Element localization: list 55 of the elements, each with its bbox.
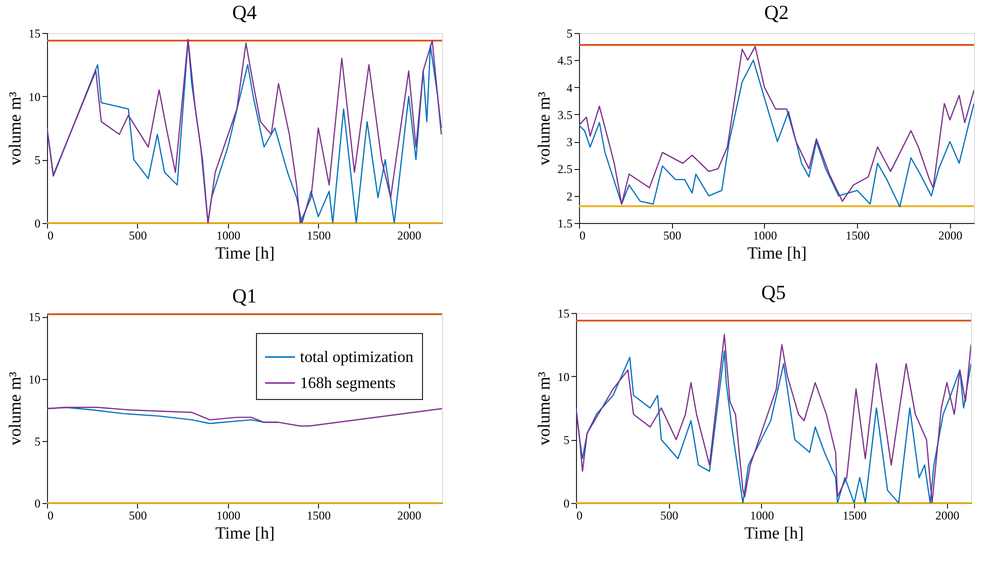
x-tick-label: 0 (48, 508, 54, 522)
y-tick-label: 10 (558, 370, 570, 384)
x-tick-label: 1500 (842, 508, 867, 522)
x-tick-label: 2000 (935, 508, 960, 522)
y-axis-title: volume m³ (534, 92, 554, 166)
x-tick-label: 500 (128, 228, 147, 242)
line-series (47, 406, 442, 427)
x-tick-label: 2000 (938, 228, 962, 242)
y-tick-label: 5 (34, 434, 40, 448)
y-tick-label: 5 (564, 433, 570, 448)
y-tick-label: 3 (566, 135, 572, 150)
legend-label: total optimization (300, 349, 414, 366)
y-tick-label: 1.5 (558, 216, 572, 230)
y-axis-title: volume m³ (534, 372, 554, 446)
x-tick-label: 1500 (846, 228, 870, 242)
x-tick-label: 500 (660, 508, 678, 522)
chart-title: Q5 (761, 282, 786, 304)
legend-label: 168h segments (300, 375, 396, 392)
y-tick-label: 10 (28, 372, 40, 386)
y-tick-label: 4 (566, 80, 572, 95)
y-tick-label: 4.5 (558, 54, 572, 68)
x-tick-label: 1000 (750, 508, 774, 522)
x-tick-label: 500 (128, 508, 147, 522)
y-tick-label: 10 (28, 90, 40, 104)
x-axis-title: Time [h] (215, 524, 275, 542)
x-tick-label: 1500 (306, 228, 331, 242)
y-tick-label: 5 (566, 26, 572, 40)
chart-title: Q2 (764, 2, 789, 24)
y-tick-label: 0 (34, 496, 40, 510)
x-tick-label: 1000 (216, 508, 240, 522)
x-axis-title: Time [h] (747, 244, 807, 262)
x-tick-label: 2000 (397, 228, 422, 242)
y-axis-title: volume m³ (6, 92, 24, 166)
y-axis-title: volume m³ (6, 372, 24, 446)
x-axis-title: Time [h] (744, 524, 804, 542)
x-tick-label: 0 (576, 508, 582, 522)
x-tick-label: 500 (663, 228, 682, 242)
x-tick-label: 1500 (306, 508, 331, 522)
x-tick-label: 1000 (216, 228, 240, 242)
y-tick-label: 15 (558, 306, 570, 320)
y-tick-label: 2.5 (558, 162, 572, 176)
chart-title: Q4 (232, 2, 257, 24)
x-tick-label: 0 (48, 228, 54, 242)
x-tick-label: 0 (580, 228, 586, 242)
x-tick-label: 2000 (397, 508, 422, 522)
x-axis-title: Time [h] (215, 244, 275, 262)
y-tick-label: 0 (34, 216, 40, 230)
y-tick-label: 15 (28, 26, 40, 40)
y-tick-label: 3.5 (558, 108, 572, 122)
y-tick-label: 0 (564, 496, 570, 510)
y-tick-label: 15 (28, 310, 40, 324)
chart-title: Q1 (232, 286, 257, 308)
y-tick-label: 5 (34, 153, 40, 168)
x-tick-label: 1000 (752, 228, 777, 242)
y-tick-label: 2 (566, 189, 572, 204)
